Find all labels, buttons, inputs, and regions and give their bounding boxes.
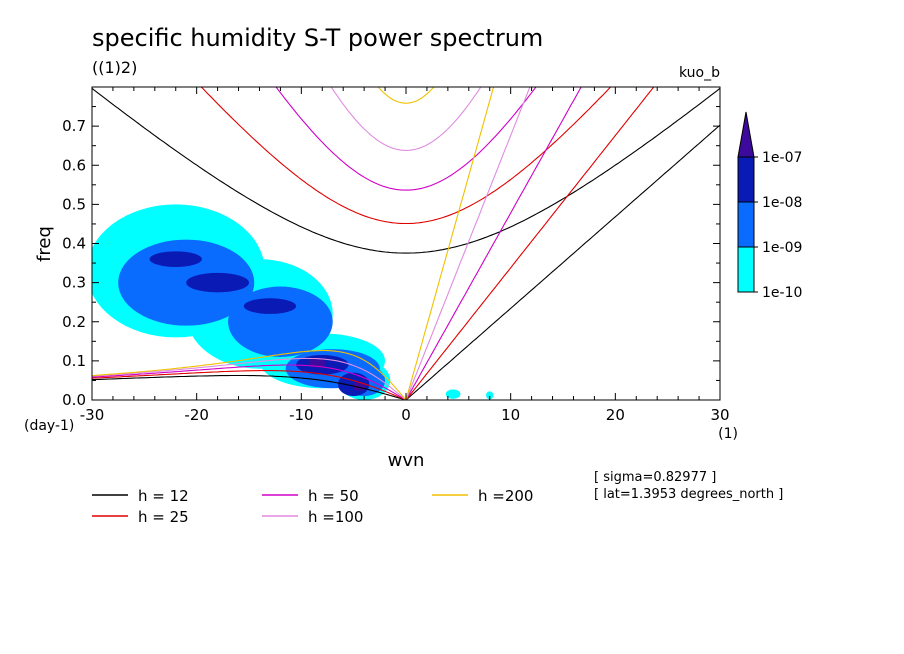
y-tick-label: 0.7	[62, 117, 86, 135]
annotation-sigma: [ sigma=0.82977 ]	[594, 470, 716, 485]
x-axis-unit: (1)	[718, 426, 738, 442]
y-tick-label: 0.2	[62, 313, 86, 331]
spectrum-region-15	[308, 358, 326, 368]
spectrum-region-5	[486, 391, 494, 400]
x-tick-label: -10	[289, 406, 314, 424]
colorbar-label-1: 1e-09	[762, 240, 802, 256]
x-tick-label: 20	[606, 406, 625, 424]
curve-h25-kelvin	[405, 87, 655, 400]
spectrum-region-7	[228, 286, 333, 357]
legend-label-h100: h =100	[308, 508, 363, 526]
x-tick-label: 10	[501, 406, 520, 424]
y-tick-label: 0.3	[62, 274, 86, 292]
curve-h12-er	[92, 374, 407, 400]
spectrum-region-14	[243, 298, 297, 314]
y-tick-label: 0.4	[62, 235, 86, 253]
legend-label-h200: h =200	[478, 487, 533, 505]
y-tick-label: 0.1	[62, 352, 86, 370]
colorbar-label-3: 1e-07	[762, 150, 802, 166]
chart-subtitle-right: kuo_b	[679, 65, 720, 81]
legend-label-h25: h = 25	[138, 508, 189, 526]
curve-h12-kelvin	[405, 124, 720, 400]
colorbar-label-0: 1e-10	[762, 285, 802, 301]
y-tick-label: 0.0	[62, 391, 86, 409]
colorbar: 1e-10 1e-09 1e-08 1e-07	[737, 111, 802, 301]
y-tick-label: 0.6	[62, 156, 86, 174]
curve-h200-er	[92, 349, 407, 400]
colorbar-label-2: 1e-08	[762, 195, 802, 211]
dispersion-curves	[92, 87, 720, 400]
curve-h50-kelvin	[405, 87, 582, 400]
curve-h100-kelvin	[405, 87, 531, 400]
x-tick-label: -20	[184, 406, 209, 424]
spectrum-region-12	[186, 272, 250, 293]
curve-h25-ig	[200, 87, 612, 225]
curve-h25-er	[92, 370, 407, 400]
spectrum-region-13	[149, 251, 202, 267]
colorbar-swatch-2	[737, 156, 755, 203]
colorbar-top-arrow	[737, 111, 755, 158]
spectrum-region-4	[445, 389, 461, 399]
colorbar-swatch-0	[737, 246, 755, 293]
curve-h200-ig	[377, 87, 435, 104]
x-tick-label: 0	[401, 406, 411, 424]
curve-h50-er	[92, 364, 407, 400]
annotation-lat: [ lat=1.3953 degrees_north ]	[594, 487, 783, 502]
curve-h100-ig	[330, 87, 482, 151]
curve-h12-ig	[92, 87, 720, 254]
x-axis-label: wvn	[388, 450, 425, 471]
chart-title: specific humidity S-T power spectrum	[92, 24, 543, 52]
chart-subtitle-left: ((1)2)	[92, 58, 137, 77]
curve-h50-ig	[275, 87, 537, 191]
legend: h = 12 h = 25 h = 50 h =100 h =200	[92, 487, 533, 526]
y-axis-unit: (day-1)	[24, 418, 74, 434]
x-tick-label: -30	[80, 406, 105, 424]
legend-label-h12: h = 12	[138, 487, 189, 505]
spectrum-region-16	[352, 381, 366, 392]
colorbar-swatch-1	[737, 201, 755, 248]
x-tick-label: 30	[710, 406, 729, 424]
axis-ticks: -30 -20 -10 0 10 20 30 0.0 0.1 0.2 0.3 0.4 0.5 0.6 0.7	[62, 87, 730, 424]
y-tick-label: 0.5	[62, 195, 86, 213]
legend-label-h50: h = 50	[308, 487, 359, 505]
curve-h200-kelvin	[405, 87, 495, 400]
curve-h100-er	[92, 357, 407, 400]
y-axis-label: freq	[34, 226, 55, 262]
